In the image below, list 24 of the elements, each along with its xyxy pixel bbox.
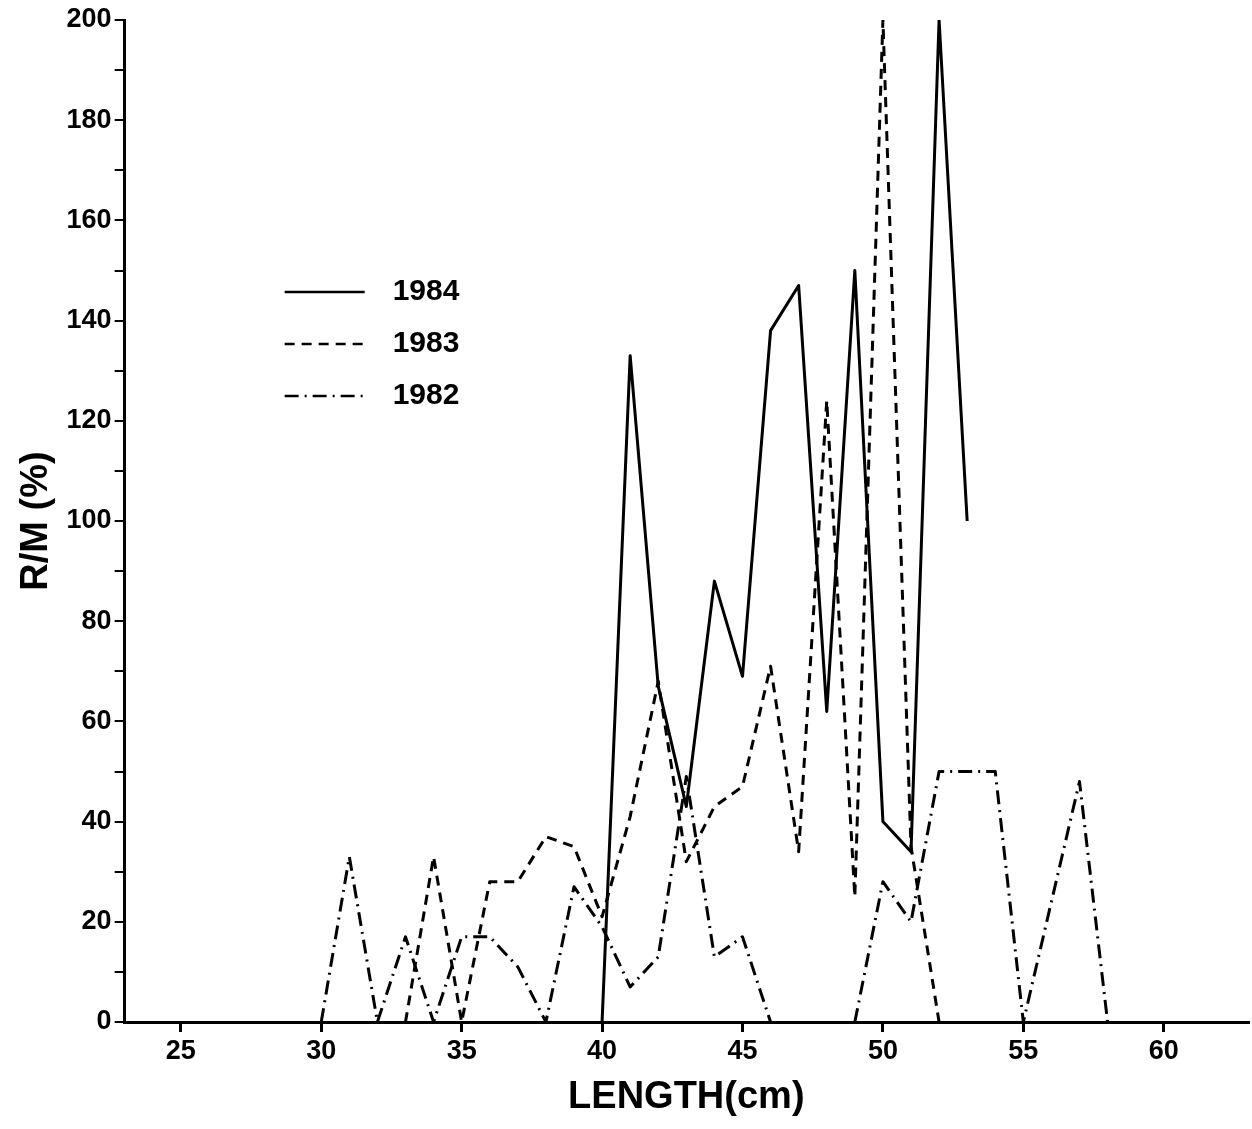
legend-label: 1983 bbox=[392, 325, 460, 359]
y-tick-label: 0 bbox=[96, 1005, 112, 1036]
y-tick-label: 180 bbox=[66, 103, 112, 134]
y-tick-label: 140 bbox=[66, 304, 112, 335]
x-tick-label: 55 bbox=[1008, 1034, 1039, 1065]
y-tick-label: 40 bbox=[81, 805, 112, 836]
y-tick-label: 160 bbox=[66, 203, 112, 234]
x-tick-label: 25 bbox=[165, 1034, 196, 1065]
y-tick-label: 120 bbox=[66, 404, 112, 435]
legend-label: 1982 bbox=[392, 377, 460, 411]
x-tick-label: 60 bbox=[1148, 1034, 1179, 1065]
x-tick-label: 40 bbox=[587, 1034, 618, 1065]
x-tick-label: 50 bbox=[867, 1034, 898, 1065]
y-tick-label: 80 bbox=[81, 604, 112, 635]
y-tick-label: 100 bbox=[66, 504, 112, 535]
y-axis-title: R/M (%) bbox=[13, 451, 56, 591]
legend-label: 1984 bbox=[392, 273, 460, 307]
x-tick-label: 45 bbox=[727, 1034, 758, 1065]
x-tick-label: 35 bbox=[446, 1034, 477, 1065]
y-tick-label: 200 bbox=[66, 3, 112, 34]
y-tick-label: 20 bbox=[81, 905, 112, 936]
y-tick-label: 60 bbox=[81, 704, 112, 735]
x-tick-label: 30 bbox=[306, 1034, 337, 1065]
x-axis-title: LENGTH(cm) bbox=[568, 1073, 805, 1116]
